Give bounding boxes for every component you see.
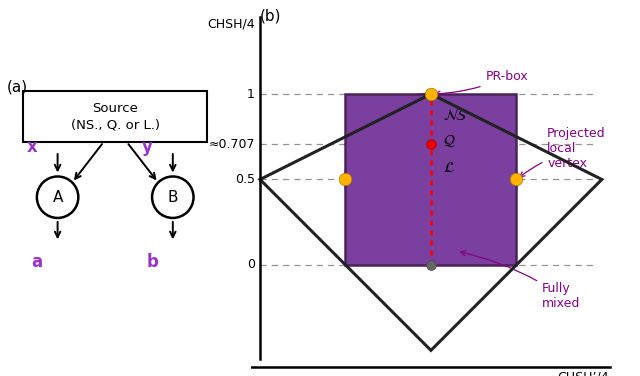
Text: B: B [168, 190, 178, 205]
Text: Fully
mixed: Fully mixed [461, 251, 580, 310]
Text: x: x [27, 138, 38, 156]
Text: b: b [146, 253, 158, 270]
Text: (b): (b) [260, 9, 282, 24]
Text: CHSH’/4: CHSH’/4 [557, 371, 609, 376]
Text: 1: 1 [247, 88, 255, 100]
Text: Source
(NS., Q. or L.): Source (NS., Q. or L.) [70, 102, 160, 132]
Circle shape [152, 176, 193, 218]
Text: $\mathcal{L}$: $\mathcal{L}$ [443, 161, 455, 175]
Text: $\mathcal{Q}$: $\mathcal{Q}$ [443, 134, 456, 150]
Text: Projected
local
vertex: Projected local vertex [520, 127, 606, 177]
Text: A: A [52, 190, 63, 205]
Bar [23, 91, 207, 142]
Text: (a): (a) [7, 80, 28, 95]
Text: 0.5: 0.5 [235, 173, 255, 186]
Text: 0: 0 [247, 258, 255, 271]
Circle shape [37, 176, 78, 218]
Text: a: a [31, 253, 42, 270]
Text: CHSH/4: CHSH/4 [207, 17, 255, 30]
Circle shape [346, 94, 516, 265]
Text: ≈0.707: ≈0.707 [209, 138, 255, 150]
Bar [346, 94, 516, 265]
Text: PR-box: PR-box [435, 70, 529, 96]
Text: $\mathcal{N\!S}$: $\mathcal{N\!S}$ [443, 108, 467, 123]
Text: y: y [142, 138, 153, 156]
